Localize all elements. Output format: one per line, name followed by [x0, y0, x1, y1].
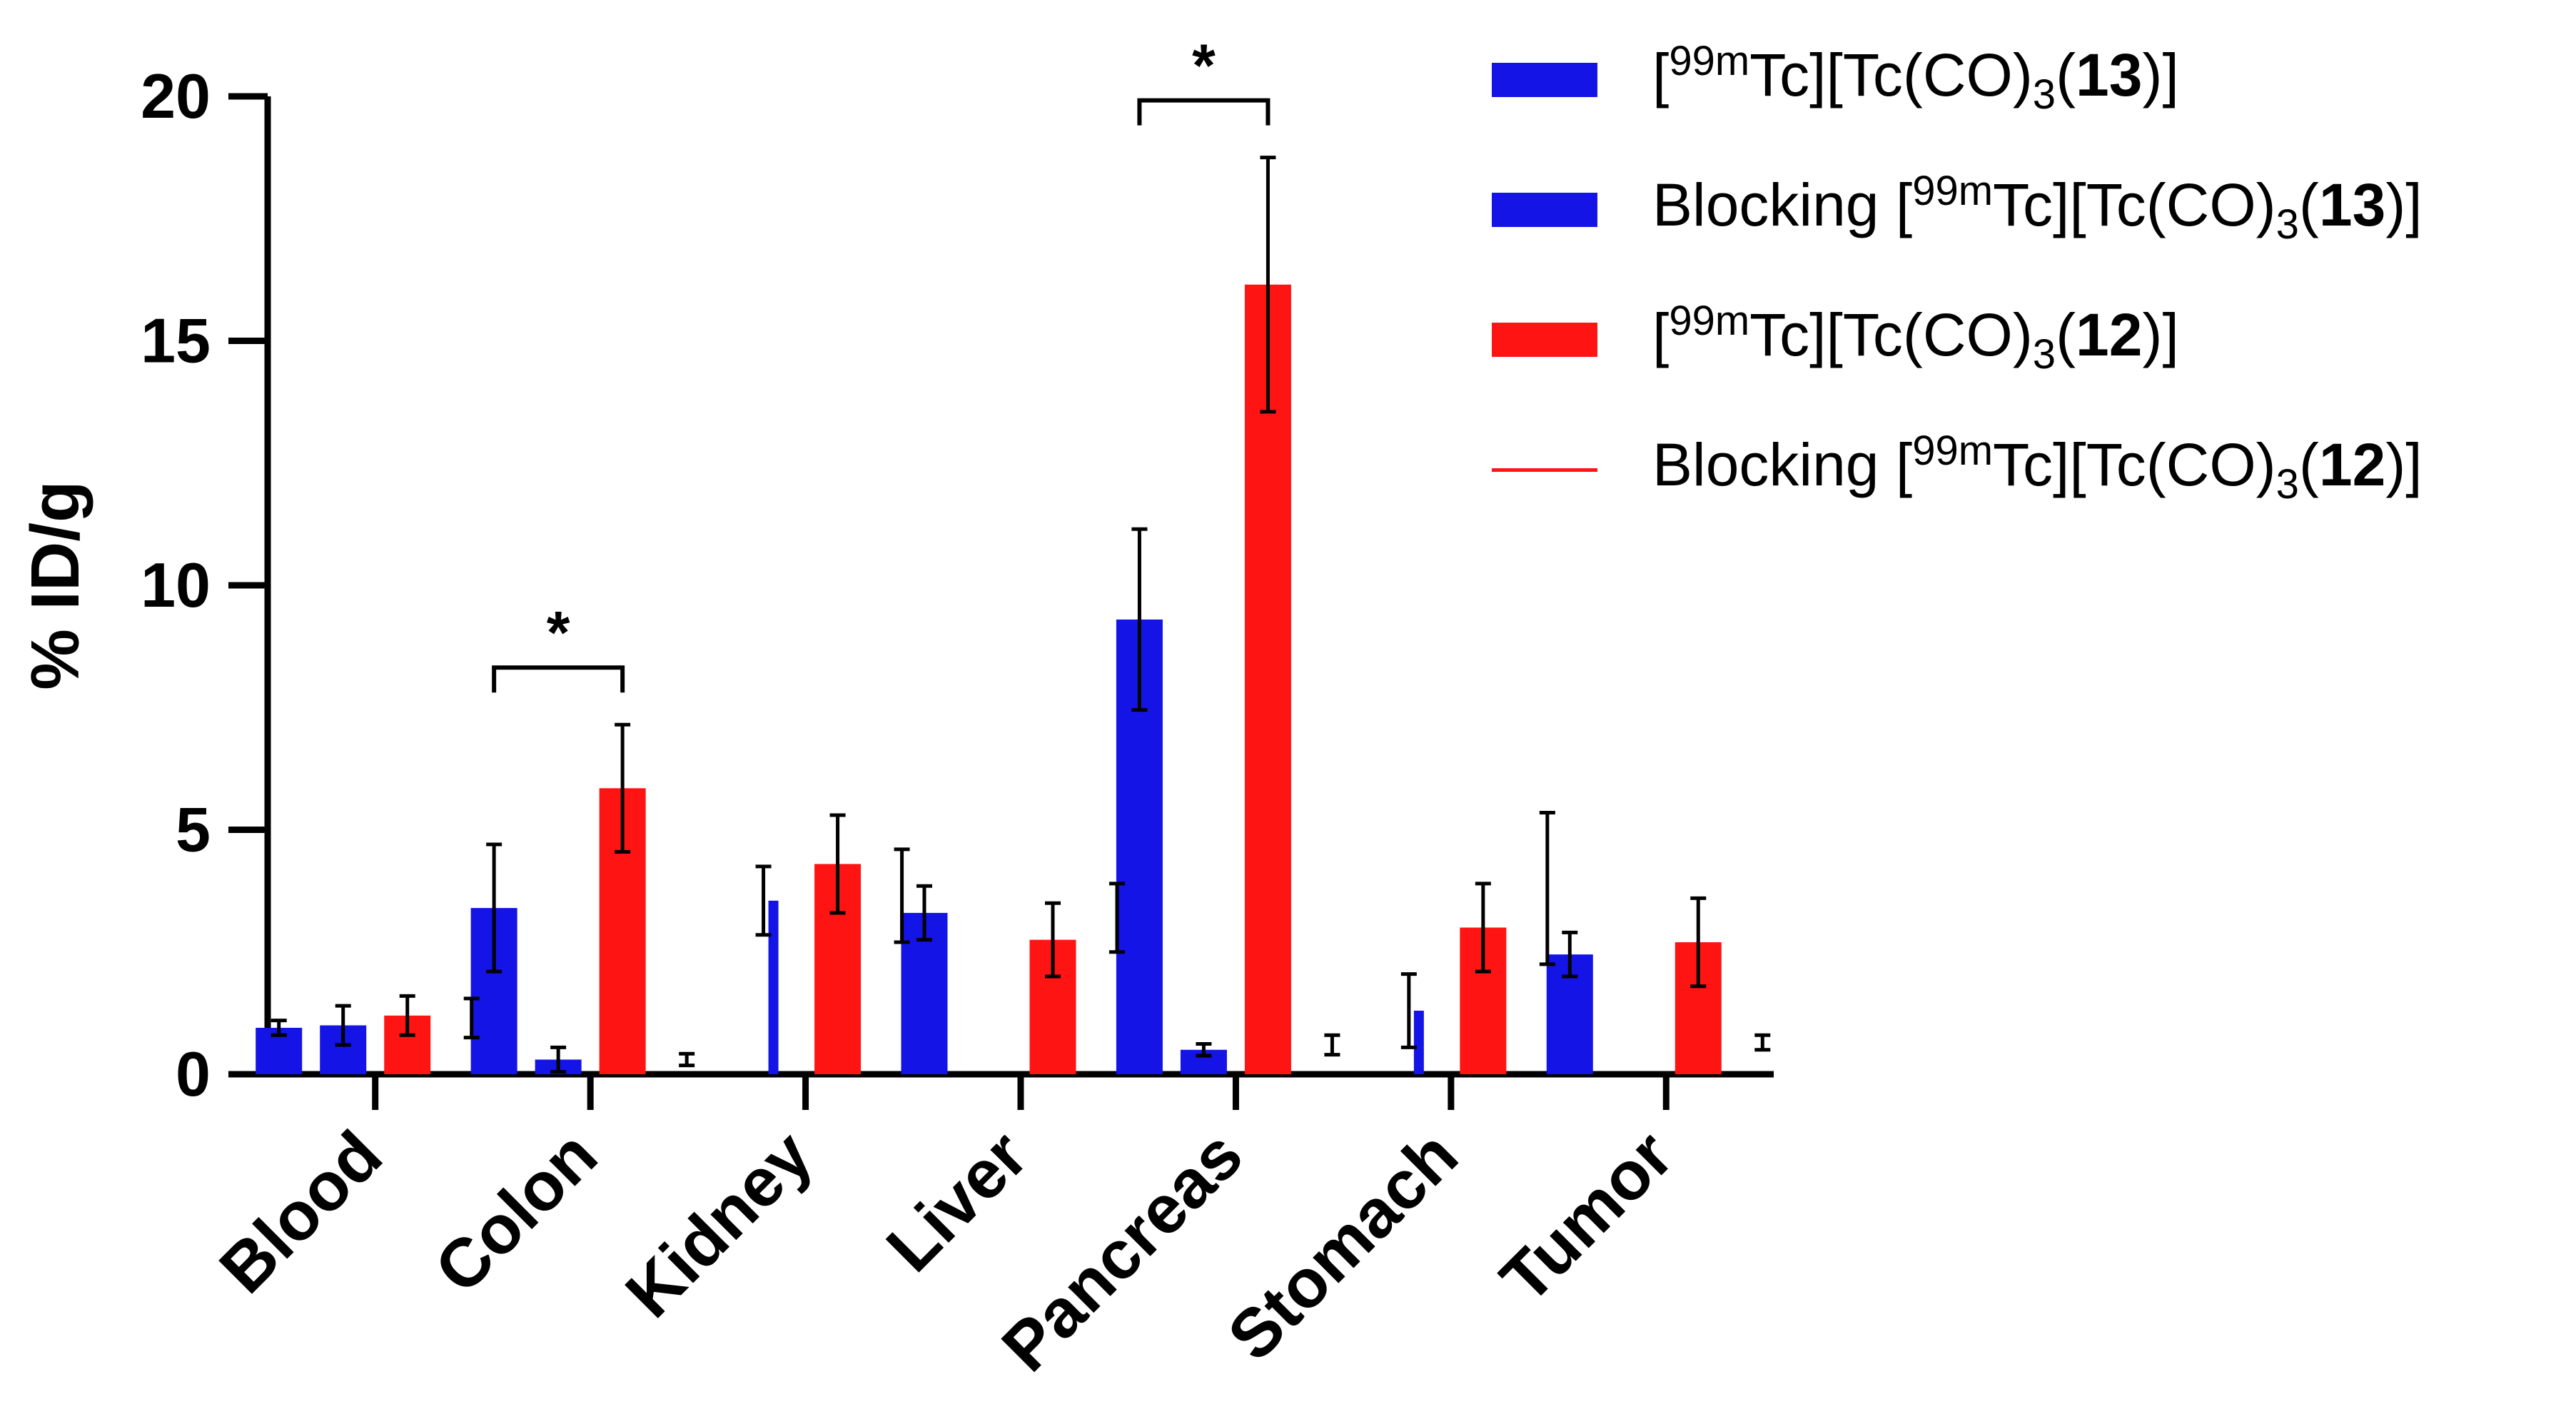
significance-bracket [492, 665, 625, 693]
y-tick-label: 5 [176, 794, 211, 865]
x-category-label: Stomach [1213, 1116, 1472, 1375]
bar-stomach-series-2[interactable] [1413, 1010, 1424, 1074]
legend-swatch-series-4 [1492, 468, 1597, 472]
x-category-label: Kidney [611, 1116, 827, 1332]
legend-label-series-1: [99mTc][Tc(CO)3(13)] [1652, 38, 2179, 118]
y-tick-label: 20 [141, 61, 211, 131]
x-category-label: Blood [206, 1116, 397, 1308]
y-axis-title: % ID/g [17, 480, 94, 690]
x-category-label: Liver [872, 1116, 1042, 1286]
legend-swatch-series-3 [1492, 323, 1597, 357]
legend-swatch-series-2 [1492, 193, 1597, 227]
legend-swatch-series-1 [1492, 63, 1597, 97]
y-tick-label: 0 [176, 1039, 211, 1109]
x-category-label: Tumor [1486, 1116, 1687, 1318]
significance-label: * [547, 599, 570, 666]
legend-item-series-2[interactable]: Blocking [99mTc][Tc(CO)3(13)] [1492, 151, 2562, 281]
legend-label-series-4: Blocking [99mTc][Tc(CO)3(12)] [1652, 428, 2423, 508]
legend-item-series-4[interactable]: Blocking [99mTc][Tc(CO)3(12)] [1492, 411, 2562, 541]
y-tick-label: 15 [141, 305, 211, 376]
significance-label: * [1192, 32, 1216, 99]
legend-item-series-3[interactable]: [99mTc][Tc(CO)3(12)] [1492, 281, 2562, 411]
legend-item-series-1[interactable]: [99mTc][Tc(CO)3(13)] [1492, 21, 2562, 151]
legend-label-series-3: [99mTc][Tc(CO)3(12)] [1652, 298, 2179, 378]
bar-kidney-series-2[interactable] [768, 900, 779, 1074]
x-category-label: Colon [420, 1116, 612, 1308]
legend-label-series-2: Blocking [99mTc][Tc(CO)3(13)] [1652, 168, 2423, 248]
y-tick-label: 10 [141, 550, 211, 620]
significance-bracket [1137, 98, 1271, 126]
legend: [99mTc][Tc(CO)3(13)] Blocking [99mTc][Tc… [1492, 21, 2562, 541]
bar-pancreas-series-3[interactable] [1244, 284, 1291, 1075]
